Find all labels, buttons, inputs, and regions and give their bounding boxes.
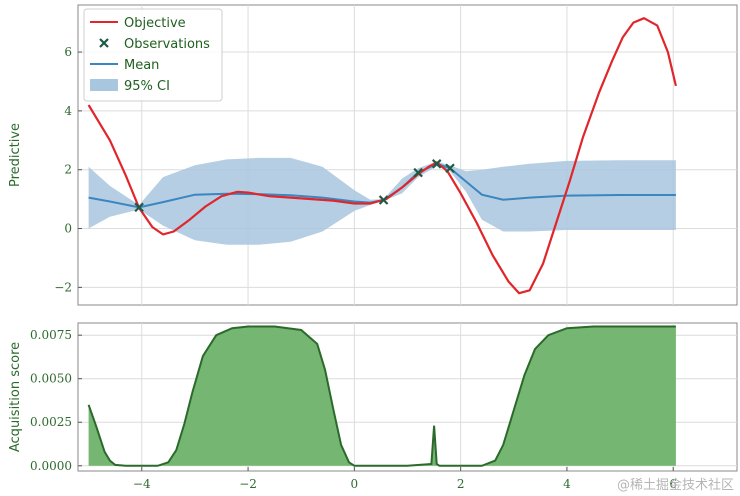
predictive-panel: −2 0 2 4 6 Predictive Objective Observations Mea…	[8, 4, 738, 306]
legend-marker-swatch	[99, 38, 109, 48]
y-tick-label: 0.0075	[30, 328, 72, 342]
legend-label: 95% CI	[124, 79, 170, 94]
acquisition-line	[87, 325, 676, 467]
x-tick-label: 4	[563, 477, 571, 491]
legend-box	[83, 8, 223, 102]
legend: Objective Observations Mean 95% CI	[83, 8, 223, 102]
y-tick-label: 0.0050	[30, 372, 72, 386]
x-tick-label: −2	[239, 477, 257, 491]
observation-point	[378, 195, 389, 205]
observation-point	[413, 167, 423, 178]
y-tick-label: −2	[54, 280, 72, 294]
y-tick-label: 0.0000	[30, 459, 72, 473]
observation-point	[431, 159, 442, 169]
x-tick-label: 0	[351, 477, 359, 491]
acquisition-panel: −4 −2 0 2 4 6 0.0000 0.0025 0.0050 0.0075 Acquisit…	[8, 322, 738, 491]
y-tick-label: 2	[64, 163, 72, 177]
y-tick-label: 0.0025	[30, 415, 72, 429]
acquisition-area	[88, 326, 676, 466]
objective-line	[87, 17, 677, 295]
y-axis-label: Acquisition score	[8, 342, 23, 452]
legend-patch-swatch	[90, 79, 118, 91]
legend-label: Mean	[124, 58, 159, 73]
watermark: @稀土掘金技术社区	[617, 477, 734, 493]
y-tick-label: 6	[64, 45, 72, 59]
y-tick-label: 0	[64, 222, 72, 236]
y-axis-label: Predictive	[8, 123, 23, 187]
observation-point	[445, 163, 455, 174]
x-tick-label: 2	[457, 477, 465, 491]
x-tick-label: 6	[669, 477, 677, 491]
legend-label: Observations	[124, 37, 210, 52]
y-tick-label: 4	[64, 104, 72, 118]
x-tick-label: −4	[133, 477, 151, 491]
observation-point	[134, 202, 144, 213]
legend-label: Objective	[124, 16, 186, 31]
